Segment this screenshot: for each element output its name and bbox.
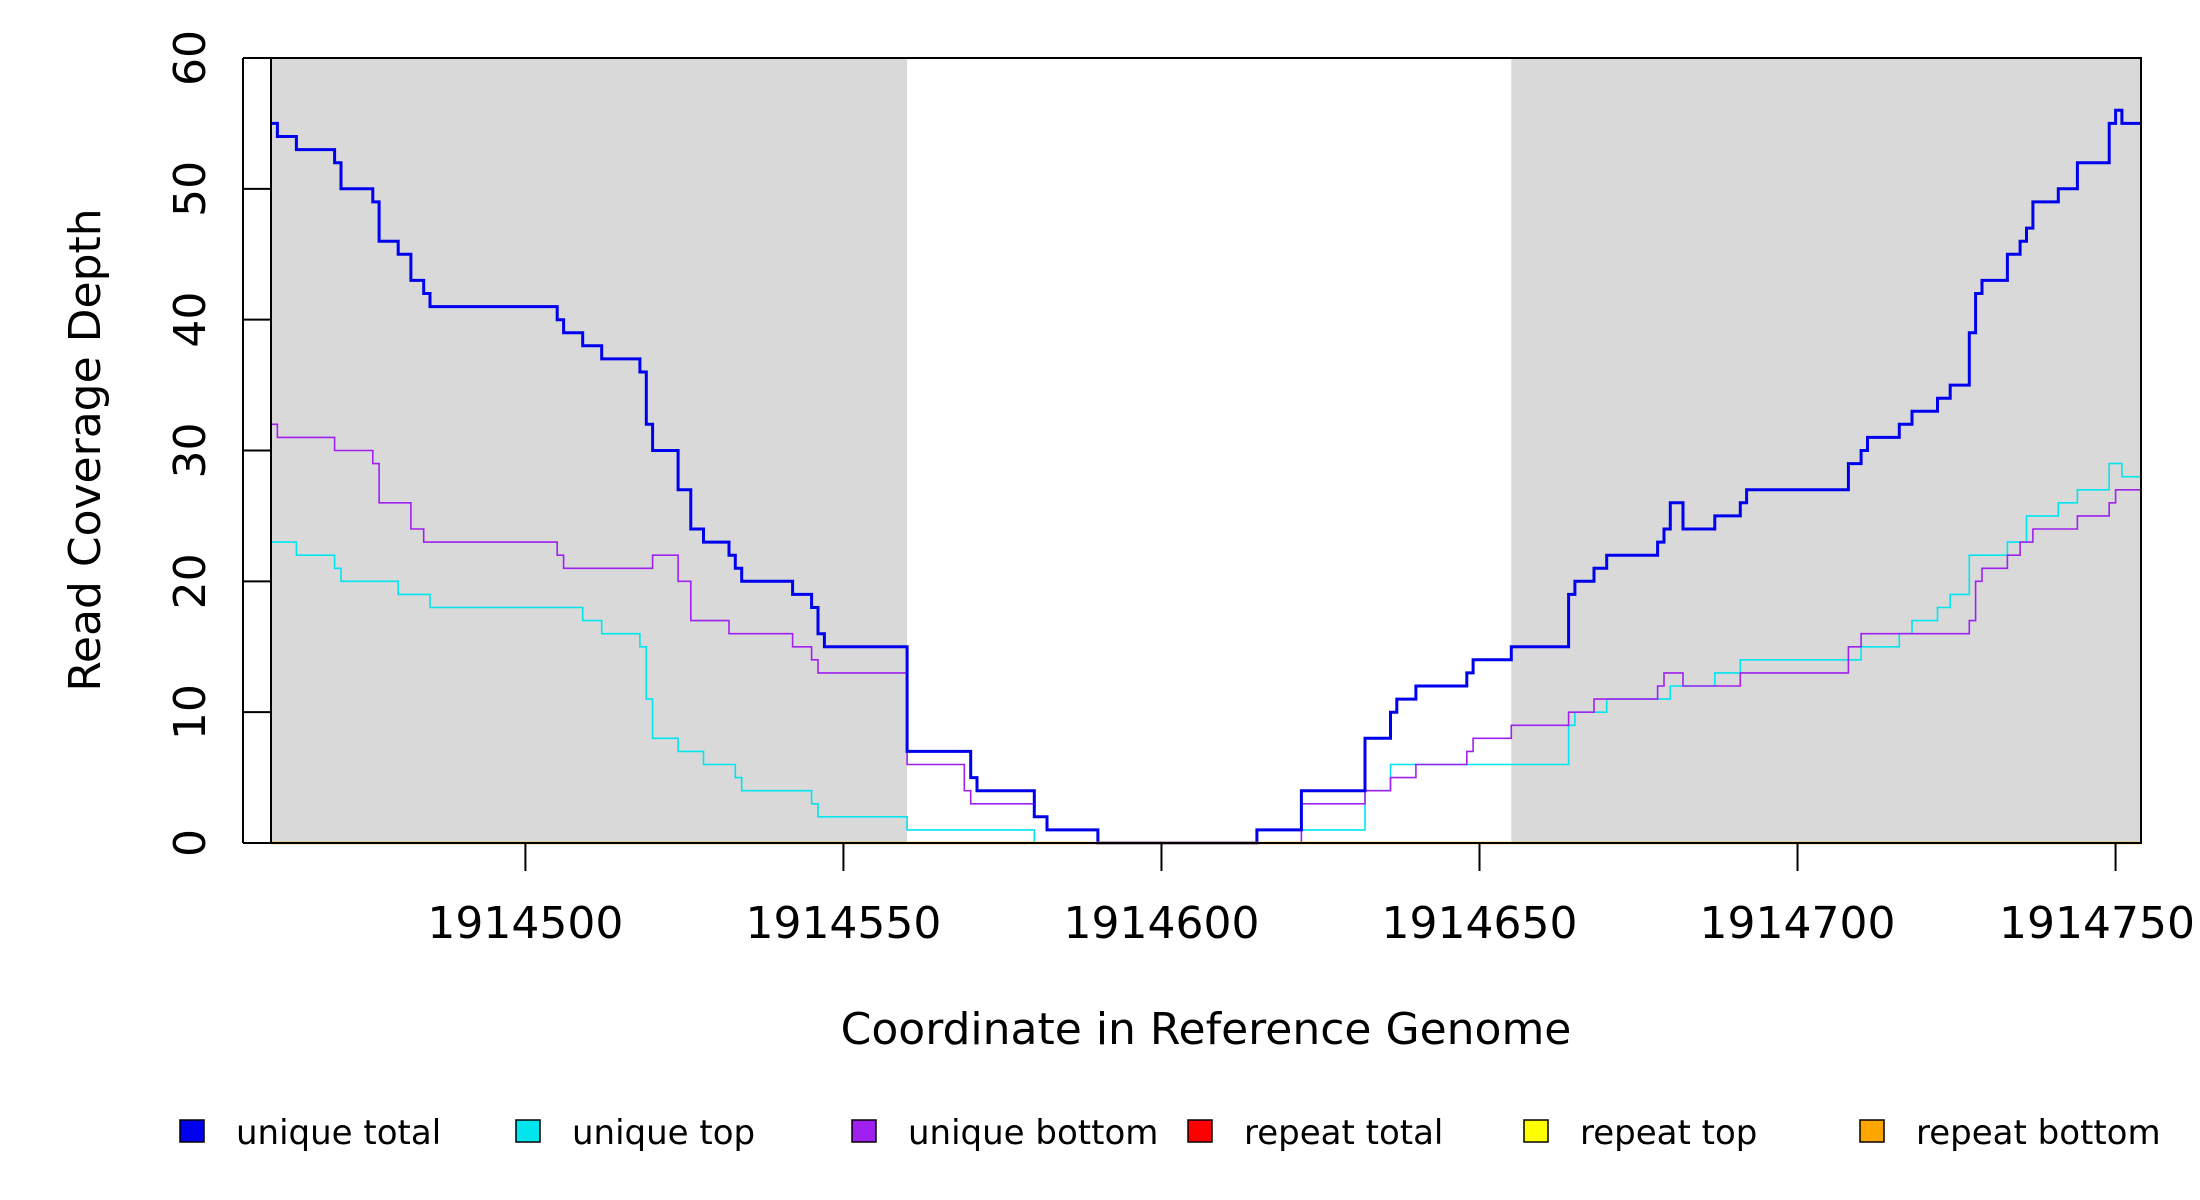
shaded-region-1 [271,58,908,843]
legend-swatch-repeat-total [1187,1119,1213,1143]
series-unique-bottom [271,423,2141,844]
x-tick-label: 1914750 [1999,898,2195,949]
x-tick-label: 1914700 [1700,898,1896,949]
x-axis-title: Coordinate in Reference Genome [841,1004,1572,1055]
x-tick-label: 1914650 [1382,898,1578,949]
y-tick-label: 30 [165,423,216,479]
shaded-region-2 [1511,58,2141,843]
legend-swatch-unique-top [515,1119,541,1143]
y-tick-label: 60 [165,30,216,86]
legend-label-repeat-total: repeat total [1244,1113,1443,1153]
legend-label-unique-bottom: unique bottom [908,1113,1158,1153]
y-tick-label: 40 [165,292,216,348]
series-unique-total [271,108,2141,845]
series-unique-top [271,462,2141,844]
x-tick-label: 1914500 [427,898,623,949]
legend-label-repeat-top: repeat top [1580,1113,1757,1153]
y-tick-label: 0 [165,829,216,857]
legend-swatch-repeat-top [1523,1119,1549,1143]
x-tick-label: 1914600 [1063,898,1259,949]
y-axis-title: Read Coverage Depth [60,208,111,691]
x-tick-label: 1914550 [745,898,941,949]
shaded-regions [271,58,2141,843]
y-tick-label: 20 [165,553,216,609]
legend-label-unique-top: unique top [572,1113,755,1153]
legend-label-unique-total: unique total [236,1113,441,1153]
y-axis: 0 10 20 30 40 50 60 [165,30,271,857]
legend: unique total unique top unique bottom repea… [179,1113,2161,1153]
legend-swatch-unique-bottom [851,1119,877,1143]
legend-swatch-unique-total [179,1119,205,1143]
legend-swatch-repeat-bottom [1859,1119,1885,1143]
legend-label-repeat-bottom: repeat bottom [1916,1113,2161,1153]
x-axis: 1914500 1914550 1914600 1914650 1914700 19147… [427,842,2195,949]
y-tick-label: 50 [165,161,216,217]
y-tick-label: 10 [165,684,216,740]
